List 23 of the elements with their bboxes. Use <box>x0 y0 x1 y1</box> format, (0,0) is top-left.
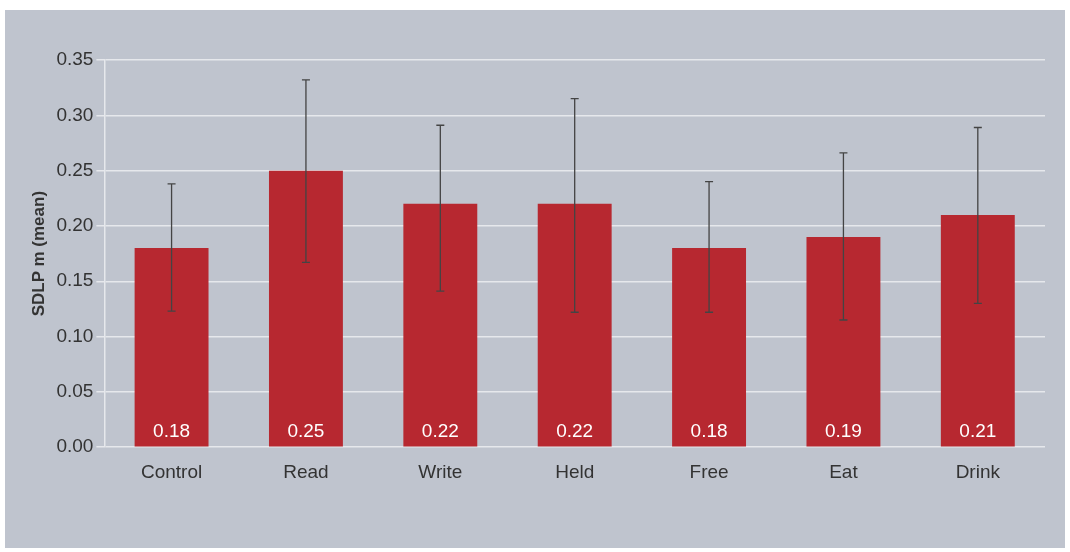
y-tick-label: 0.35 <box>56 48 94 70</box>
data-label: 0.19 <box>824 419 862 441</box>
y-tick-label: 0.00 <box>56 435 94 457</box>
y-tick-label: 0.30 <box>56 103 94 125</box>
x-tick-label: Eat <box>829 460 859 482</box>
y-axis-title: SDLP m (mean) <box>28 190 48 317</box>
x-tick-label: Write <box>418 460 463 482</box>
x-tick-label: Held <box>555 460 595 482</box>
x-tick-label: Read <box>283 460 329 482</box>
data-label: 0.22 <box>421 419 459 441</box>
y-tick-label: 0.10 <box>56 324 94 346</box>
y-tick-label: 0.05 <box>56 380 94 402</box>
x-tick-label: Drink <box>955 460 1001 482</box>
data-label: 0.18 <box>153 419 191 441</box>
data-label: 0.22 <box>556 419 594 441</box>
data-label: 0.18 <box>690 419 728 441</box>
y-tick-label: 0.15 <box>56 269 94 291</box>
data-label: 0.25 <box>287 419 325 441</box>
x-tick-label: Free <box>689 460 729 482</box>
y-tick-label: 0.25 <box>56 158 94 180</box>
x-tick-label: Control <box>140 460 203 482</box>
data-label: 0.21 <box>959 419 997 441</box>
y-tick-label: 0.20 <box>56 214 94 236</box>
